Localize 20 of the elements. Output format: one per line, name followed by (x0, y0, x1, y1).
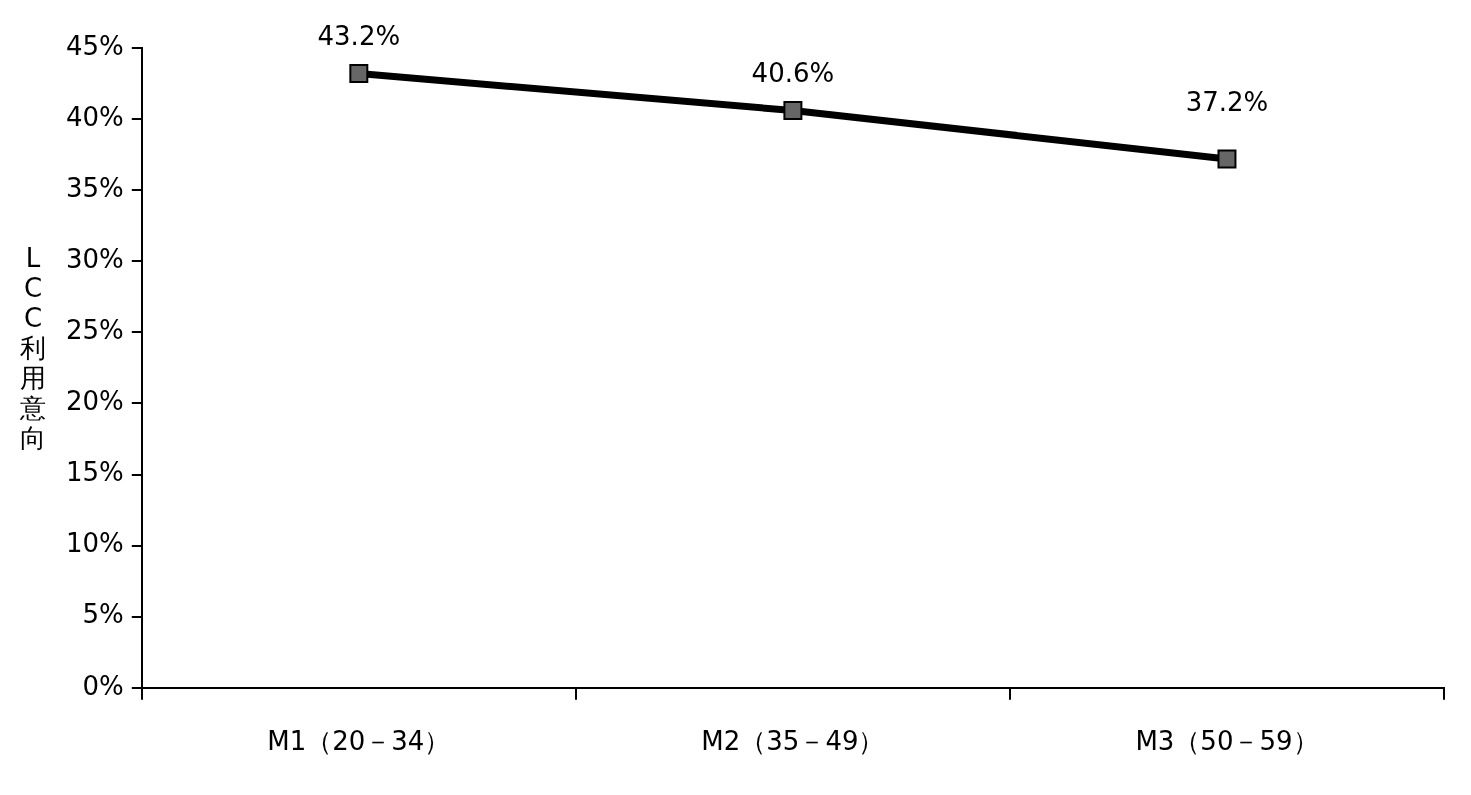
y-tick-label: 15% (65, 457, 124, 488)
y-tick-label: 35% (65, 172, 124, 203)
y-tick-label: 10% (65, 528, 124, 559)
y-tick-label: 0% (82, 670, 124, 701)
point (783, 101, 803, 121)
x-tick-label: M2（35－49） (701, 726, 885, 757)
point (349, 64, 369, 84)
x-tick-label: M3（50－59） (1135, 726, 1319, 757)
data-label: 37.2% (1185, 86, 1269, 117)
point (1217, 149, 1237, 169)
y-tick-label: 45% (65, 30, 124, 61)
y-tick-label: 30% (65, 244, 124, 275)
x-tick-label: M1（20－34） (267, 726, 451, 757)
data-label: 43.2% (317, 21, 401, 52)
y-tick-label: 40% (65, 101, 124, 132)
data-label: 40.6% (751, 58, 835, 89)
y-tick-label: 20% (65, 386, 124, 417)
y-axis-title: LCC利用意向 (20, 243, 46, 453)
y-tick-label: 25% (65, 315, 124, 346)
y-tick-label: 5% (82, 599, 124, 630)
